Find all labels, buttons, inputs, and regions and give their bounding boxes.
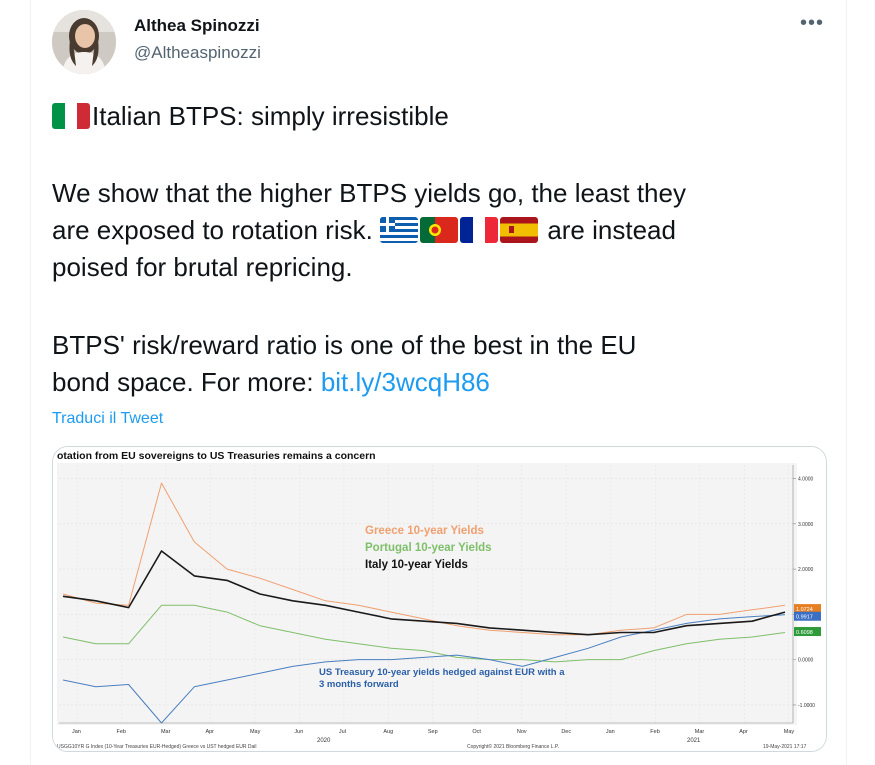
author-handle[interactable]: @Altheaspinozzi: [134, 43, 261, 62]
last-value-tag: [794, 627, 821, 637]
x-tick-label: Feb: [650, 729, 659, 735]
x-tick-label: Jan: [606, 729, 615, 735]
chart-footer-right: 19-May-2021 17:17: [763, 744, 807, 750]
x-tick-label: Mar: [161, 729, 171, 735]
tweet-image[interactable]: otation from EU sovereigns to US Treasur…: [52, 446, 827, 752]
x-tick-label: Dec: [561, 729, 571, 735]
x-tick-label: May: [784, 729, 795, 735]
x-tick-label: Jan: [72, 729, 81, 735]
tweet-line: bond space. For more: bit.ly/3wcqH86: [52, 364, 490, 401]
x-tick-label: Feb: [116, 729, 125, 735]
x-tick-label: Mar: [695, 729, 705, 735]
greece-label: Greece 10-year Yields: [365, 525, 484, 537]
chart-footer-left: USGG10YR G Index (10-Year Treasuries EUR…: [57, 744, 257, 750]
x-tick-label: May: [250, 729, 261, 735]
us-label-line1: US Treasury 10-year yields hedged agains…: [319, 667, 565, 678]
translate-tweet-link[interactable]: Traduci il Tweet: [52, 410, 164, 427]
x-tick-label: Oct: [472, 729, 481, 735]
tweet-text-line3b: are instead: [547, 215, 676, 245]
chart-footer-center: Copyright© 2021 Bloomberg Finance L.P.: [467, 743, 559, 750]
last-value-label: 0.6098: [796, 630, 813, 636]
y-axis: 4.00003.00002.00001.00000.0000-1.00001.0…: [792, 465, 821, 723]
x-tick-label: Jun: [294, 729, 303, 735]
tweet-line: are exposed to rotation risk. are instea…: [52, 212, 676, 249]
tweet-text-line6: bond space. For more:: [52, 367, 314, 397]
last-value-label: 1.0724: [796, 607, 813, 613]
y-tick-label: 3.0000: [798, 522, 814, 528]
tweet-link[interactable]: bit.ly/3wcqH86: [320, 367, 490, 397]
series-line-1: [62, 482, 786, 636]
tweet-card: [30, 0, 847, 765]
series-line-4: [62, 614, 786, 724]
tweet-text-line5: BTPS' risk/reward ratio is one of the be…: [52, 330, 637, 360]
us-label-line2: 3 months forward: [319, 679, 399, 690]
tweet-text-line2: We show that the higher BTPS yields go, …: [52, 178, 686, 208]
flag-spain-icon: [500, 217, 539, 243]
flag-italy-icon: [52, 103, 90, 129]
x-tick-label: Sep: [428, 729, 438, 735]
y-tick-label: 0.0000: [798, 658, 814, 664]
chart-grid: [59, 465, 793, 723]
portugal-label: Portugal 10-year Yields: [365, 542, 492, 554]
flag-greece-icon: [380, 217, 419, 243]
y-tick-label: -1.0000: [798, 703, 815, 709]
x-tick-label: Jul: [339, 729, 346, 735]
x-tick-label: Aug: [383, 729, 393, 735]
chart-annotations: Greece 10-year Yields Portugal 10-year Y…: [319, 525, 565, 690]
chart-series: [62, 482, 786, 724]
more-options-icon[interactable]: •••: [800, 12, 825, 34]
avatar-photo: [52, 10, 116, 74]
last-value-tag: [794, 604, 821, 614]
series-line-2: [62, 604, 786, 663]
italy-label: Italy 10-year Yields: [365, 559, 468, 571]
x-tick-label: Nov: [517, 729, 527, 735]
chart-title: otation from EU sovereigns to US Treasur…: [57, 450, 376, 462]
series-line-3: [62, 550, 786, 636]
x-tick-label: Apr: [205, 729, 214, 735]
tweet-text-line4: poised for brutal repricing.: [52, 252, 353, 282]
author-name[interactable]: Althea Spinozzi: [134, 16, 260, 35]
tweet-text-line1: Italian BTPS: simply irresistible: [92, 101, 449, 131]
y-tick-label: 2.0000: [798, 567, 814, 573]
flag-france-icon: [460, 217, 499, 243]
last-value-label: 0.9917: [796, 615, 813, 621]
last-value-tag: [794, 611, 821, 621]
year-label-2021: 2021: [687, 738, 701, 744]
tweet-text-line3a: are exposed to rotation risk.: [52, 215, 373, 245]
flag-portugal-icon: [420, 217, 459, 243]
bloomberg-chart: otation from EU sovereigns to US Treasur…: [53, 447, 826, 751]
year-label-2020: 2020: [317, 738, 331, 744]
x-axis: Jan Feb Mar Apr May Jun Jul Aug Sep Oct Nov Dec Jan F…: [59, 722, 795, 735]
avatar[interactable]: [52, 10, 116, 74]
tweet-line: Italian BTPS: simply irresistible: [52, 98, 449, 135]
y-tick-label: 4.0000: [798, 477, 814, 483]
x-tick-label: Apr: [739, 729, 748, 735]
